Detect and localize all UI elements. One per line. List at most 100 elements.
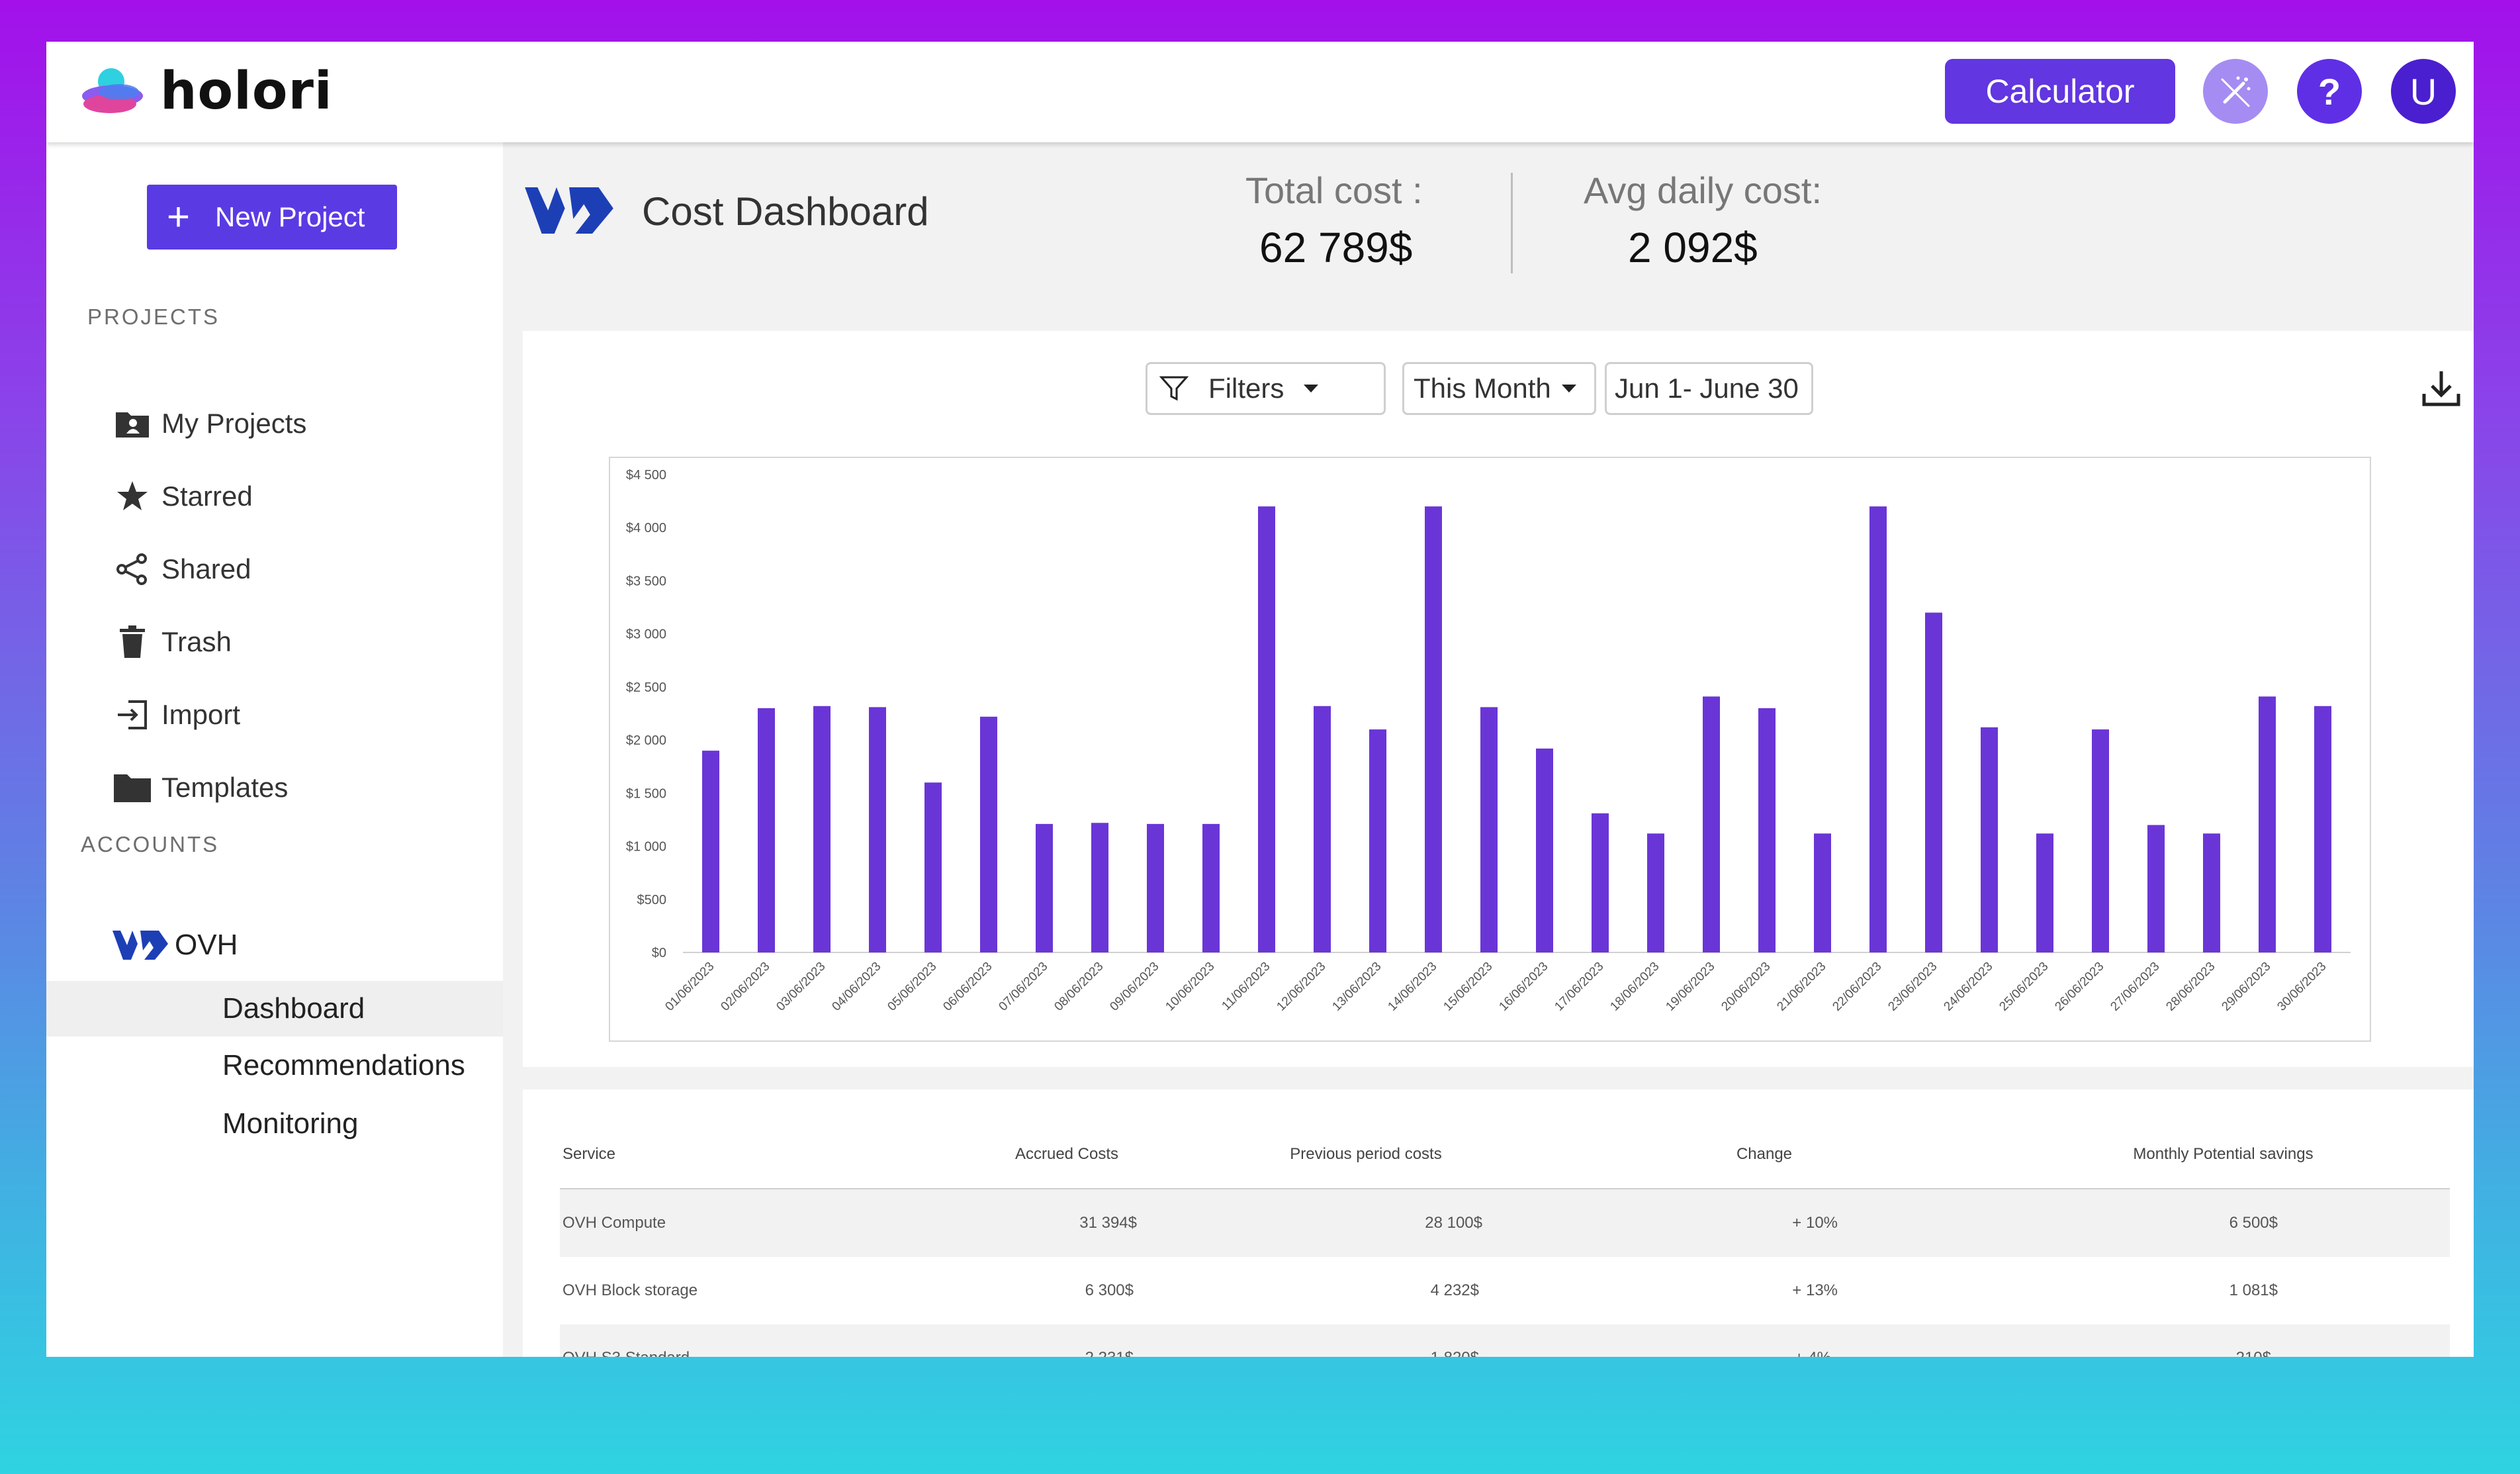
y-tick-label: $0	[652, 946, 666, 960]
chart-bar[interactable]	[1592, 813, 1609, 952]
chart-bar[interactable]	[924, 782, 942, 952]
sidebar-item-starred[interactable]: Starred	[112, 470, 253, 523]
cell-service: OVH Block storage	[562, 1281, 698, 1299]
chart-bar[interactable]	[1480, 707, 1498, 952]
sidebar-subitem-dashboard[interactable]: Dashboard	[46, 981, 503, 1036]
plus-icon: +	[167, 195, 191, 239]
x-tick-label: 07/06/2023	[996, 960, 1050, 1014]
table-row[interactable]: OVH Block storage 6 300$ 4 232$ + 13% 1 …	[560, 1257, 2450, 1324]
chevron-down-icon	[1561, 385, 1576, 392]
cell-previous: 1 820$	[1200, 1324, 1532, 1357]
chevron-down-icon	[1304, 385, 1319, 392]
col-previous-period-costs[interactable]: Previous period costs	[1200, 1121, 1532, 1189]
cell-savings: 1 081$	[2229, 1281, 2278, 1299]
app-window: holori Calculator ? U + New Project PROJ…	[46, 42, 2474, 1357]
chart-bar[interactable]	[702, 751, 719, 952]
period-dropdown[interactable]: This Month	[1402, 362, 1596, 415]
col-accrued-costs[interactable]: Accrued Costs	[934, 1121, 1200, 1189]
help-button[interactable]: ?	[2297, 59, 2362, 124]
bar-chart: $0 $500 $1 000 $1 500 $2 000 $2 500 $3 000 $3 5…	[626, 468, 2351, 1014]
avg-daily-cost-label: Avg daily cost:	[1584, 169, 1822, 211]
brand-name: holori	[160, 62, 333, 121]
chart-bar[interactable]	[2203, 833, 2220, 952]
chart-bar[interactable]	[2092, 729, 2109, 952]
filters-dropdown[interactable]: Filters	[1146, 362, 1386, 415]
x-tick-label: 05/06/2023	[885, 960, 939, 1014]
new-project-button[interactable]: + New Project	[147, 185, 397, 250]
download-icon[interactable]	[2420, 367, 2462, 410]
cell-change: + 13%	[1792, 1281, 1838, 1299]
sidebar-subitem-monitoring[interactable]: Monitoring	[46, 1096, 503, 1152]
avatar-initial: U	[2409, 70, 2437, 113]
chart-bar[interactable]	[1758, 708, 1776, 952]
chart-bar[interactable]	[1036, 823, 1053, 952]
star-icon	[112, 477, 152, 516]
x-tick-label: 19/06/2023	[1663, 960, 1717, 1014]
y-tick-label: $3 000	[626, 627, 666, 642]
y-tick-label: $4 500	[626, 468, 666, 483]
col-change[interactable]: Change	[1532, 1121, 1997, 1189]
y-tick-label: $2 000	[626, 733, 666, 748]
chart-bar[interactable]	[1258, 506, 1275, 952]
chart-bar[interactable]	[1647, 833, 1664, 952]
magic-wand-button[interactable]	[2203, 59, 2268, 124]
y-tick-label: $500	[637, 893, 667, 907]
date-range-picker[interactable]: Jun 1- June 30	[1605, 362, 1813, 415]
chart-bar[interactable]	[1536, 748, 1553, 952]
trash-icon	[112, 622, 152, 662]
x-tick-label: 25/06/2023	[1997, 960, 2051, 1014]
table-row[interactable]: OVH S3 Standard 2 231$ 1 820$ + 4% 210$	[560, 1324, 2450, 1357]
chart-bar[interactable]	[1369, 729, 1386, 952]
sidebar-item-my-projects[interactable]: My Projects	[112, 397, 306, 450]
x-tick-label: 04/06/2023	[829, 960, 883, 1014]
chart-bar[interactable]	[813, 706, 831, 952]
sidebar-item-trash[interactable]: Trash	[112, 616, 232, 668]
x-tick-label: 01/06/2023	[662, 960, 717, 1014]
chart-bar[interactable]	[1314, 706, 1331, 952]
chart-bar[interactable]	[1869, 506, 1887, 952]
page-title: Cost Dashboard	[642, 189, 929, 234]
x-tick-label: 17/06/2023	[1552, 960, 1606, 1014]
chart-bar[interactable]	[2147, 825, 2165, 952]
sidebar-item-import[interactable]: Import	[112, 688, 240, 741]
x-tick-label: 16/06/2023	[1496, 960, 1551, 1014]
x-tick-label: 08/06/2023	[1052, 960, 1106, 1014]
new-project-label: New Project	[215, 201, 365, 232]
chart-bar[interactable]	[1925, 612, 1942, 952]
chart-bar[interactable]	[758, 708, 775, 952]
import-icon	[112, 695, 152, 735]
sidebar-item-shared[interactable]: Shared	[112, 543, 251, 596]
account-ovh[interactable]: OVH	[111, 927, 238, 964]
x-tick-label: 10/06/2023	[1163, 960, 1217, 1014]
folder-user-icon	[112, 404, 152, 443]
y-tick-label: $1 500	[626, 786, 666, 801]
chart-bar[interactable]	[1814, 833, 1831, 952]
chart-bar[interactable]	[869, 707, 886, 952]
chart-bar[interactable]	[2036, 833, 2053, 952]
chart-bar[interactable]	[1703, 696, 1720, 952]
chart-bar[interactable]	[1091, 823, 1108, 952]
x-tick-label: 02/06/2023	[718, 960, 772, 1014]
calculator-button[interactable]: Calculator	[1945, 59, 2175, 124]
top-bar: holori Calculator ? U	[46, 42, 2474, 142]
share-icon	[112, 549, 152, 589]
x-tick-label: 29/06/2023	[2219, 960, 2273, 1014]
chart-bar[interactable]	[2314, 706, 2331, 952]
user-avatar[interactable]: U	[2391, 59, 2456, 124]
chart-bar[interactable]	[980, 716, 997, 952]
chart-bar[interactable]	[1425, 506, 1442, 952]
chart-bar[interactable]	[2259, 696, 2276, 952]
table-row[interactable]: OVH Compute 31 394$ 28 100$ + 10% 6 500$	[560, 1189, 2450, 1257]
chart-bar[interactable]	[1147, 823, 1164, 952]
sidebar-item-templates[interactable]: Templates	[112, 761, 288, 814]
sidebar-subitem-recommendations[interactable]: Recommendations	[46, 1038, 503, 1093]
chart-bar[interactable]	[1981, 727, 1998, 952]
chart-bar[interactable]	[1202, 823, 1220, 952]
col-service[interactable]: Service	[560, 1121, 934, 1189]
col-monthly-potential-savings[interactable]: Monthly Potential savings	[1997, 1121, 2450, 1189]
cell-accrued: 6 300$	[1085, 1281, 1134, 1299]
total-cost-label: Total cost :	[1245, 169, 1423, 211]
x-tick-label: 11/06/2023	[1219, 960, 1273, 1013]
total-cost-value: 62 789$	[1259, 224, 1413, 271]
y-tick-label: $4 000	[626, 521, 666, 535]
